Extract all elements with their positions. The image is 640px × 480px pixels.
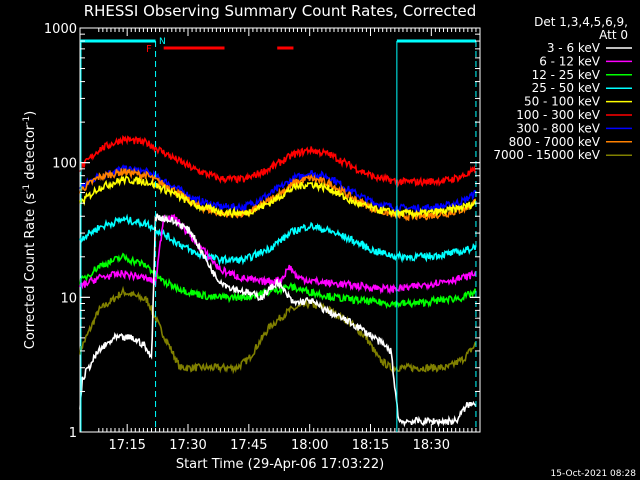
series-line-3 [79,213,477,267]
legend-title-line: Att 0 [599,28,628,42]
y-tick-label: 10 [60,291,77,306]
flag-label-n: N [159,37,166,47]
y-axis: 1 10 100 1000 [44,22,480,441]
legend-title-line: Det 1,3,4,5,6,9, [534,15,628,29]
series-line-2 [79,252,477,310]
plot-frame [79,27,481,433]
y-tick-label: 1 [69,426,77,441]
x-tick-label: 17:15 [108,438,145,453]
y-axis-label: Corrected Count Rate (s-1 detector-1) [22,111,38,349]
legend-label: 50 - 100 keV [524,95,601,109]
annotation-layer: FN [80,37,477,432]
series-line-4 [79,174,477,220]
legend-label: 3 - 6 keV [547,41,601,55]
series-line-0 [79,213,477,428]
series-line-1 [79,213,477,295]
legend-label: 25 - 50 keV [532,81,601,95]
x-tick-label: 18:15 [352,438,389,453]
chart-title: RHESSI Observing Summary Count Rates, Co… [84,2,477,20]
y-tick-label: 100 [52,157,77,172]
series-line-8 [79,285,477,375]
x-tick-label: 18:30 [413,438,450,453]
y-tick-label: 1000 [44,22,77,37]
x-tick-label: 17:30 [169,438,206,453]
legend-label: 300 - 800 keV [516,121,600,135]
x-tick-label: 18:00 [291,438,328,453]
y-label-main: Corrected Count Rate (s [23,193,38,350]
legend-label: 6 - 12 keV [539,54,601,68]
legend-label: 100 - 300 keV [516,108,600,122]
y-label-sup1: -1 [22,184,32,193]
x-tick-label: 17:45 [230,438,267,453]
footer-timestamp: 15-Oct-2021 08:28 [551,469,637,479]
y-label-end: ) [23,111,38,116]
legend-label: 800 - 7000 keV [509,135,601,149]
y-label-mid: detector [23,124,38,184]
x-axis: 17:15 17:30 17:45 18:00 18:15 18:30 [98,28,477,453]
x-axis-label: Start Time (29-Apr-06 17:03:22) [176,457,384,472]
legend-label: 7000 - 15000 keV [493,148,600,162]
flag-label-f: F [146,44,152,55]
legend-label: 12 - 25 keV [532,68,601,82]
y-label-sup2: -1 [22,116,32,125]
series-line-6 [79,164,477,215]
series-layer [79,134,477,428]
series-line-5 [79,134,477,188]
